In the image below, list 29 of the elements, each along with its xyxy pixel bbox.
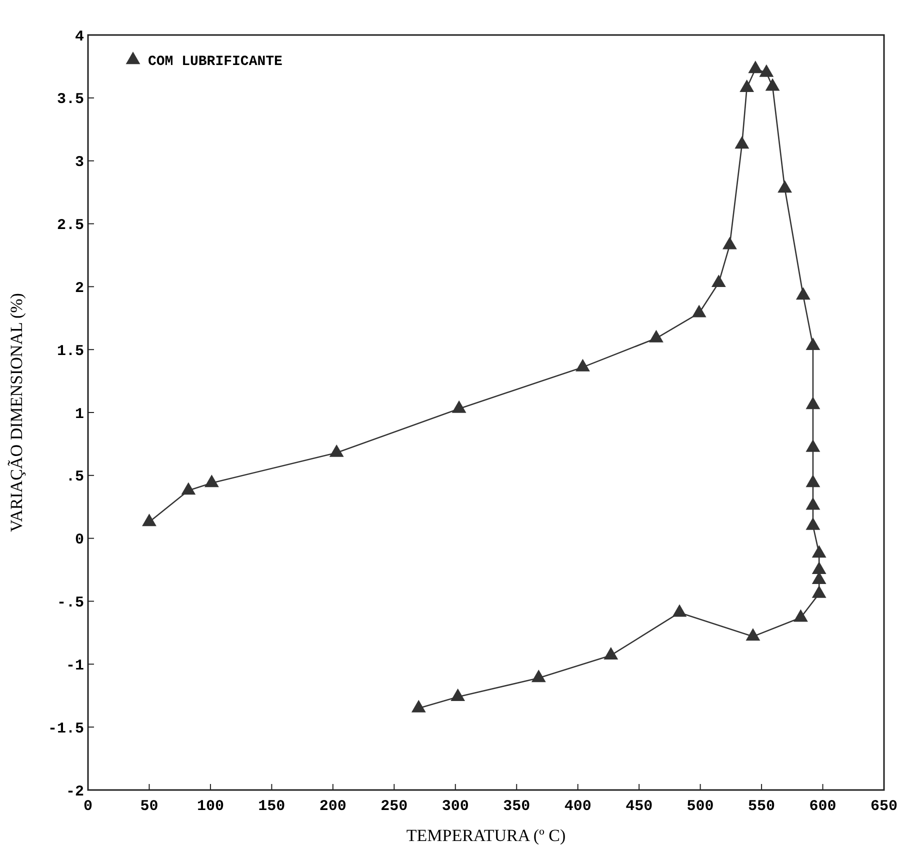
- x-tick-label: 50: [140, 798, 158, 815]
- y-tick-label: -2: [66, 783, 84, 800]
- y-tick-label: 3.5: [56, 91, 84, 108]
- x-tick-label: 600: [809, 798, 836, 815]
- y-tick-label: -1.5: [48, 720, 84, 738]
- x-tick-label: 350: [503, 798, 530, 815]
- x-tick-label: 450: [626, 798, 653, 815]
- y-tick-label: 0: [74, 532, 84, 549]
- legend-label: COM LUBRIFICANTE: [148, 54, 282, 70]
- x-tick-label: 150: [258, 798, 286, 815]
- x-tick-label: 100: [196, 798, 224, 815]
- x-tick-label: 650: [870, 798, 898, 815]
- y-tick-label: -.5: [56, 594, 84, 612]
- x-tick-label: 500: [686, 798, 714, 815]
- x-tick-label: 300: [442, 798, 469, 815]
- y-tick-label: 4: [74, 28, 84, 46]
- y-tick-label: 2: [74, 280, 84, 297]
- y-tick-label: 2.5: [56, 217, 84, 234]
- y-tick-label: 3: [74, 154, 84, 172]
- y-axis-title: VARIAÇÃO DIMENSIONAL (%): [7, 293, 26, 532]
- y-tick-label: -1: [66, 657, 84, 674]
- x-tick-label: 400: [564, 798, 592, 815]
- x-tick-label: 250: [380, 798, 408, 815]
- x-axis-title: TEMPERATURA (º C): [406, 826, 566, 845]
- y-tick-label: 1.5: [56, 342, 84, 360]
- y-tick-label: 1: [74, 406, 84, 423]
- x-tick-label: 550: [748, 798, 776, 815]
- y-tick-label: .5: [66, 468, 84, 486]
- x-tick-label: 200: [319, 798, 346, 815]
